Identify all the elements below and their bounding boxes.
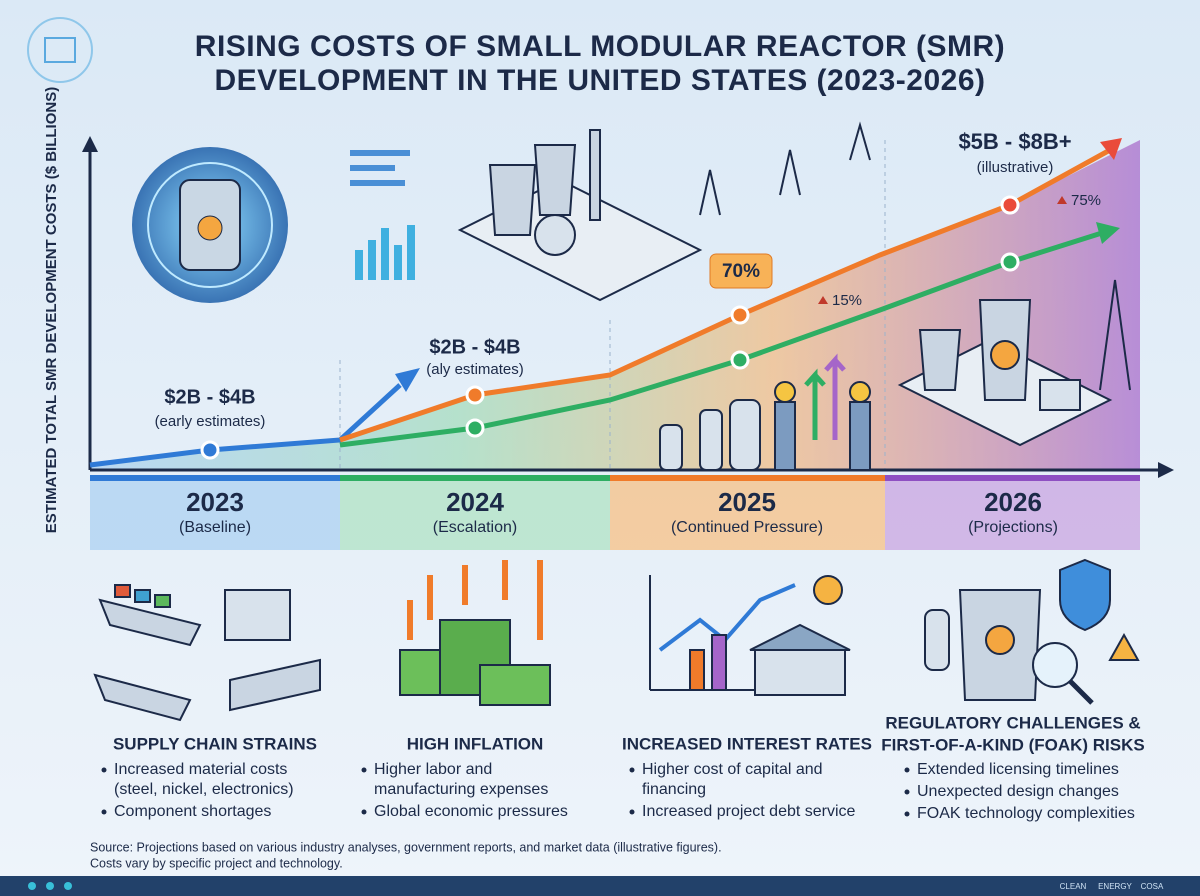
finance-illustration: [649, 575, 851, 696]
year: 2024: [446, 487, 504, 517]
column-stripe: [340, 475, 610, 481]
markers: [200, 195, 1020, 460]
bullet-text: Global economic pressures: [374, 803, 568, 820]
cost-area: [90, 140, 1140, 470]
bullet-text: Increased project debt service: [642, 803, 856, 820]
year: 2026: [984, 487, 1042, 517]
bullet-text: (steel, nickel, electronics): [114, 781, 294, 798]
bullet-text: Unexpected design changes: [917, 783, 1119, 800]
corner-icon: [27, 17, 93, 83]
bullet-text: financing: [642, 781, 706, 798]
dot: [46, 882, 54, 890]
cost-note: (illustrative): [977, 159, 1054, 176]
bullet-dot: [101, 809, 107, 815]
workers-illustration: [659, 353, 871, 471]
title-line: DEVELOPMENT IN THE UNITED STATES (2023-2…: [214, 64, 985, 97]
column-band: [610, 475, 885, 550]
cost-range: $2B - $4B: [164, 386, 255, 408]
year: 2025: [718, 487, 776, 517]
axis-arrow: [82, 136, 98, 152]
percent-label: 75%: [1071, 192, 1101, 209]
column-stripe: [610, 475, 885, 481]
year: 2023: [186, 487, 244, 517]
bullet-dot: [101, 767, 107, 773]
reactor-illustration: [132, 147, 415, 303]
column-stripe: [90, 475, 340, 481]
bullet-dot: [361, 767, 367, 773]
column-heading: INCREASED INTEREST RATES: [622, 734, 872, 753]
money-illustration: [399, 560, 551, 706]
cost-range: $5B - $8B+: [958, 129, 1071, 154]
cost-note: (aly estimates): [426, 361, 524, 378]
phase: (Projections): [968, 519, 1058, 536]
phase: (Continued Pressure): [671, 519, 823, 536]
column-band: [340, 475, 610, 550]
risk-illustration: [924, 558, 1140, 705]
bullet-dot: [629, 809, 635, 815]
up-triangle: [1057, 196, 1067, 204]
source-note: Costs vary by specific project and techn…: [90, 856, 343, 870]
cost-range: $2B - $4B: [429, 336, 520, 358]
bullet-dot: [904, 789, 910, 795]
bullet-text: Component shortages: [114, 803, 271, 820]
brand-label: CLEAN: [1060, 882, 1087, 891]
corner-icon: [44, 37, 76, 63]
brand-label: COSA: [1141, 882, 1164, 891]
percent-label: 70%: [722, 261, 760, 282]
trend-line: [89, 383, 402, 468]
ships-illustration: [93, 584, 321, 722]
bullet-dot: [904, 811, 910, 817]
bullet-text: Increased material costs: [114, 761, 287, 778]
column-heading: SUPPLY CHAIN STRAINS: [113, 734, 317, 753]
bullet-dot: [361, 809, 367, 815]
percent-badge: [709, 253, 773, 289]
column-band: [885, 475, 1140, 550]
trend-arrow: [1100, 138, 1122, 160]
bullet-text: FOAK technology complexities: [917, 805, 1135, 822]
cost-note: (early estimates): [155, 413, 266, 430]
bullet-dot: [904, 767, 910, 773]
column-heading: FIRST-OF-A-KIND (FOAK) RISKS: [881, 735, 1144, 754]
up-triangle: [818, 296, 828, 304]
footer-bar: [0, 876, 1200, 896]
plant-illustration: [897, 279, 1131, 447]
column-separators: [339, 140, 886, 470]
phase: (Baseline): [179, 519, 251, 536]
phase: (Escalation): [433, 519, 517, 536]
title-line: RISING COSTS OF SMALL MODULAR REACTOR (S…: [195, 30, 1005, 63]
bullet-text: Extended licensing timelines: [917, 761, 1119, 778]
column-heading: REGULATORY CHALLENGES &: [885, 713, 1140, 732]
column-band: [90, 475, 340, 550]
column-heading: HIGH INFLATION: [407, 734, 544, 753]
plant-illustration: [457, 121, 871, 302]
y-axis-label: ESTIMATED TOTAL SMR DEVELOPMENT COSTS ($…: [43, 87, 60, 533]
column-stripe: [885, 475, 1140, 481]
bullet-text: Higher labor and: [374, 761, 492, 778]
dot: [28, 882, 36, 890]
bullet-dot: [629, 767, 635, 773]
source-note: Source: Projections based on various ind…: [90, 840, 722, 854]
brand-label: ENERGY: [1098, 882, 1132, 891]
bullet-text: manufacturing expenses: [374, 781, 548, 798]
bullet-text: Higher cost of capital and: [642, 761, 823, 778]
dot: [64, 882, 72, 890]
trend-arrow: [1096, 222, 1120, 244]
percent-label: 15%: [832, 292, 862, 309]
axis-arrow: [1158, 462, 1174, 478]
trend-arrow: [395, 368, 420, 392]
